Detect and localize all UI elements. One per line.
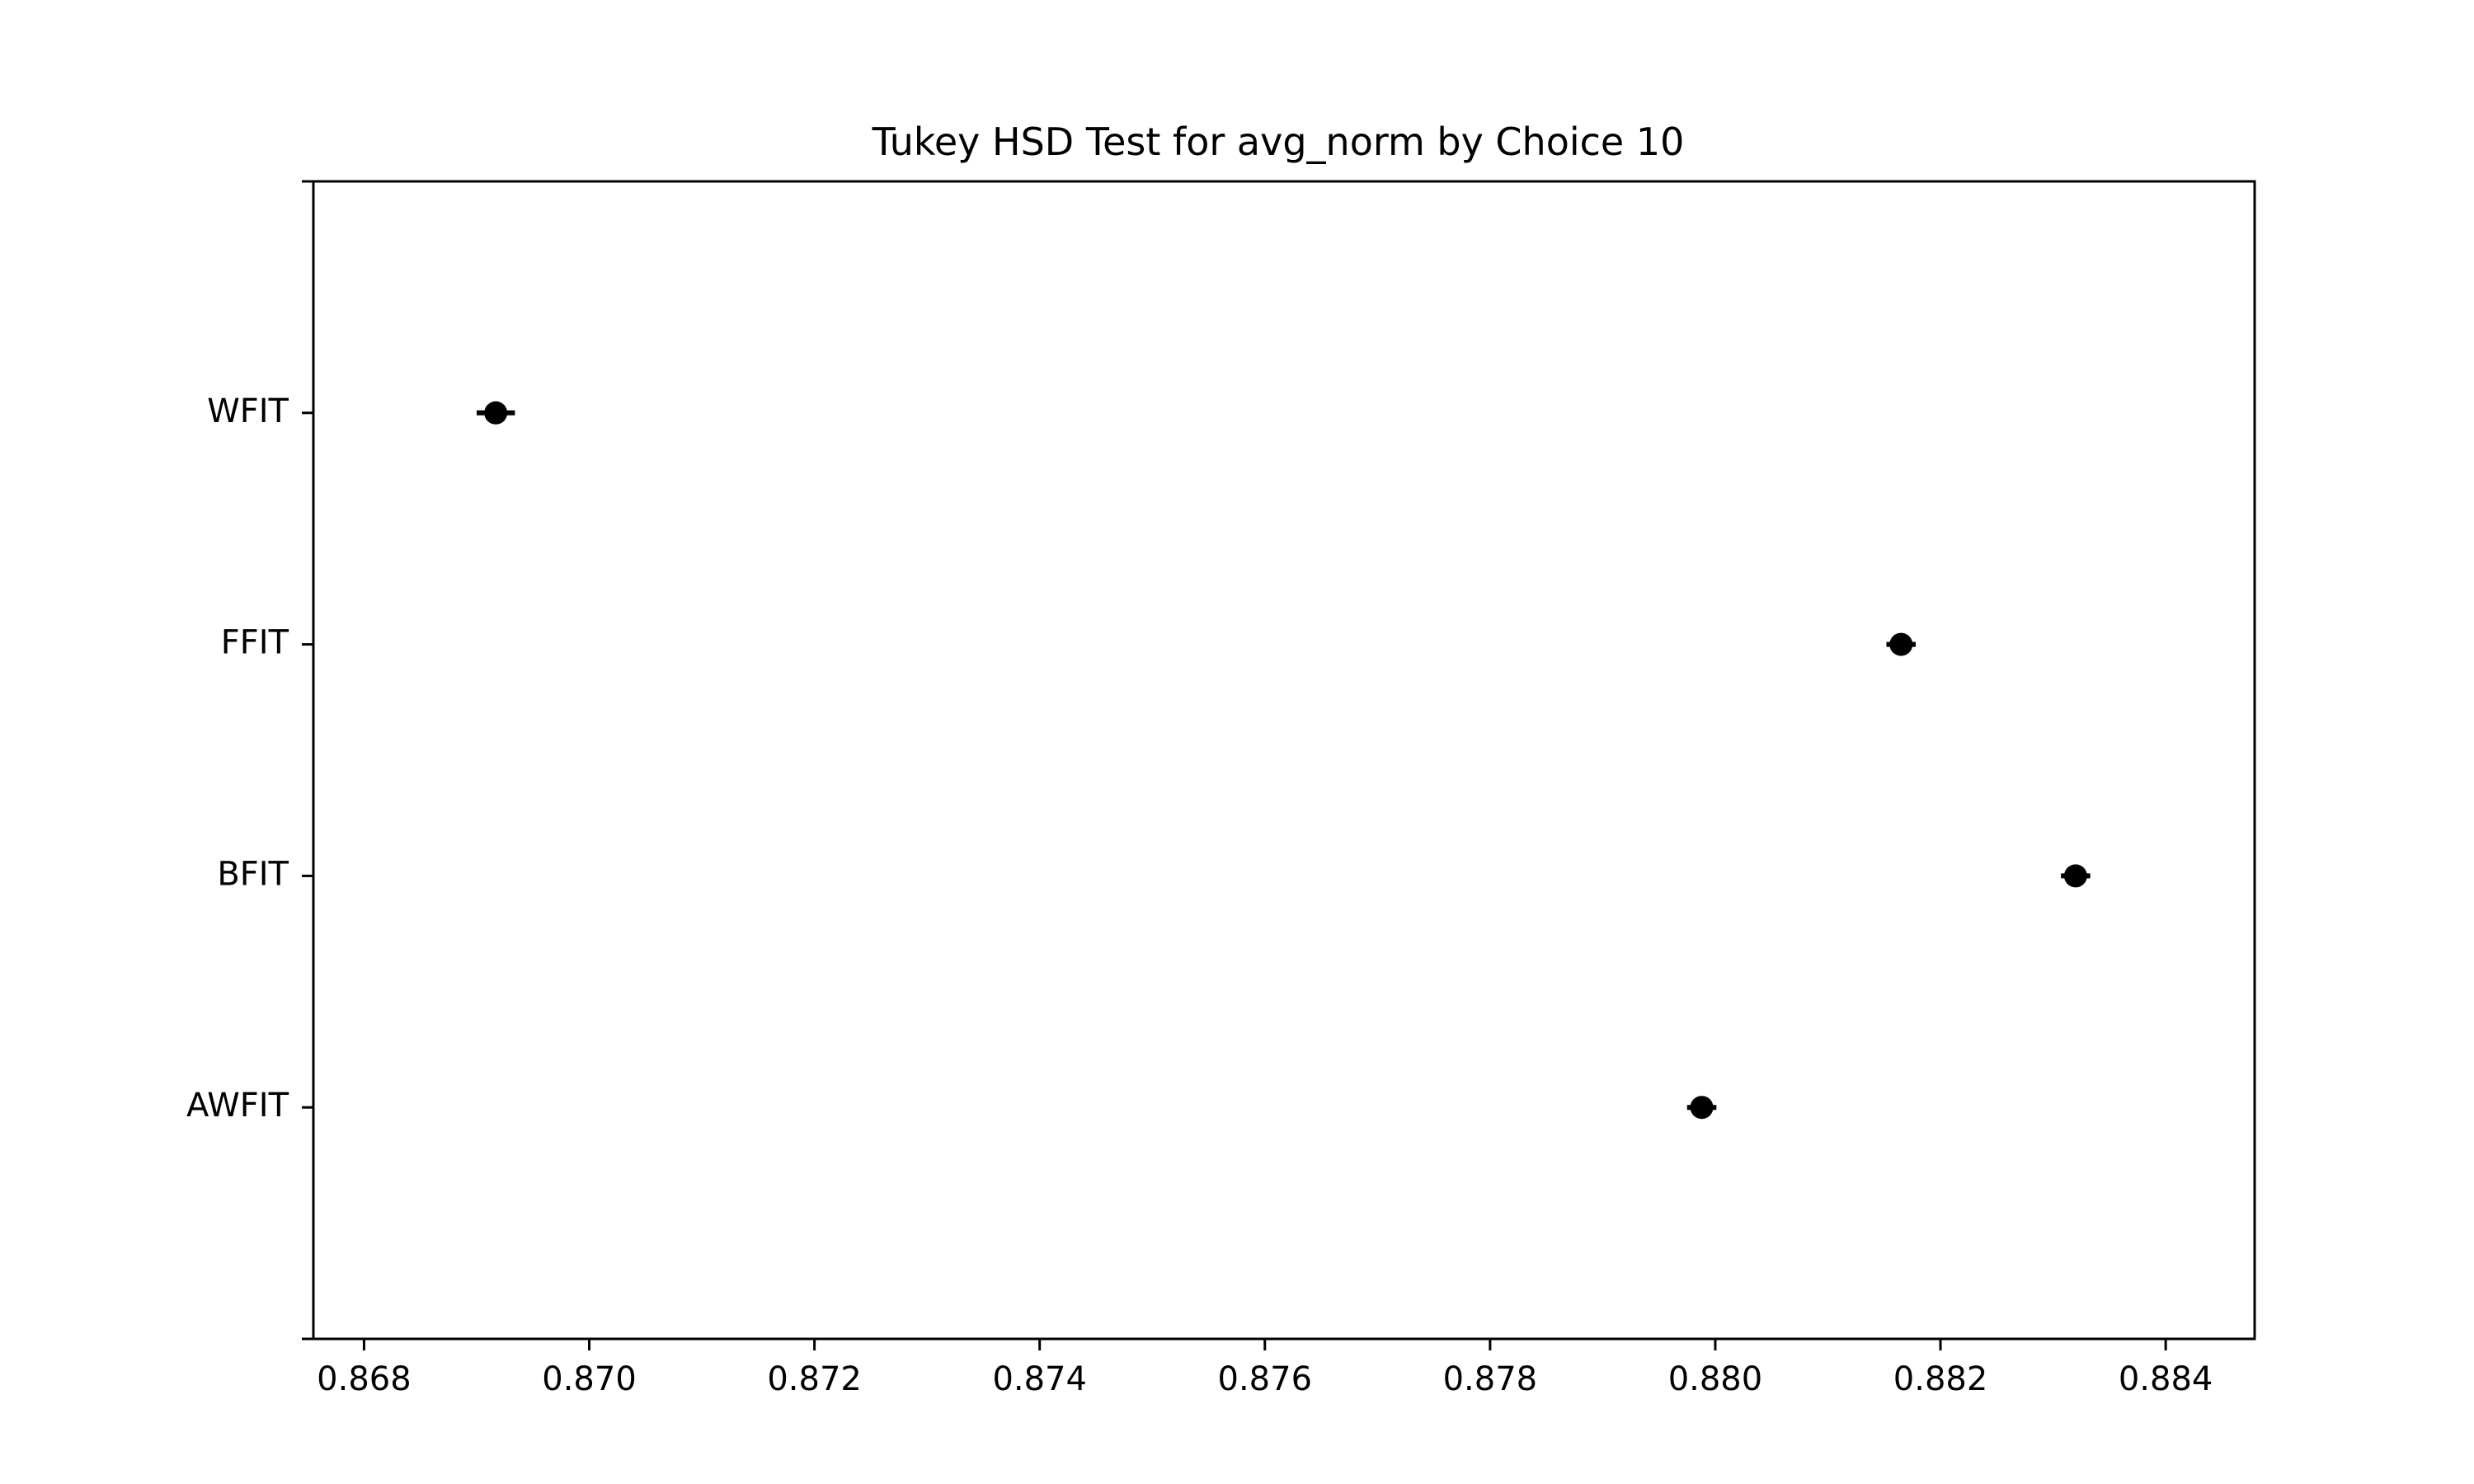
mean-marker	[1889, 632, 1913, 656]
mean-marker	[484, 401, 508, 425]
y-tick-label: BFIT	[217, 855, 289, 893]
y-tick-label: AWFIT	[186, 1087, 289, 1125]
y-axis: WFIT FFIT BFIT AWFIT	[186, 180, 313, 1341]
chart-title: Tukey HSD Test for avg_norm by Choice 10	[872, 120, 1685, 164]
x-tick-label: 0.874	[992, 1360, 1087, 1398]
x-tick-label: 0.882	[1893, 1360, 1988, 1398]
y-tick-label: FFIT	[221, 624, 289, 662]
group-markers	[476, 401, 2091, 1120]
x-tick-label: 0.880	[1668, 1360, 1763, 1398]
x-tick-label: 0.878	[1443, 1360, 1538, 1398]
mean-marker	[2063, 864, 2087, 888]
x-tick-label: 0.884	[2119, 1360, 2213, 1398]
x-tick-label: 0.868	[317, 1360, 412, 1398]
x-axis: 0.868 0.870 0.872 0.874 0.876 0.878 0.880 0.882…	[317, 1339, 2213, 1398]
plot-frame	[312, 180, 2256, 1341]
mean-marker	[1690, 1096, 1714, 1120]
x-tick-label: 0.870	[542, 1360, 637, 1398]
x-tick-label: 0.872	[767, 1360, 862, 1398]
y-tick-label: WFIT	[207, 392, 289, 430]
x-tick-label: 0.876	[1218, 1360, 1313, 1398]
